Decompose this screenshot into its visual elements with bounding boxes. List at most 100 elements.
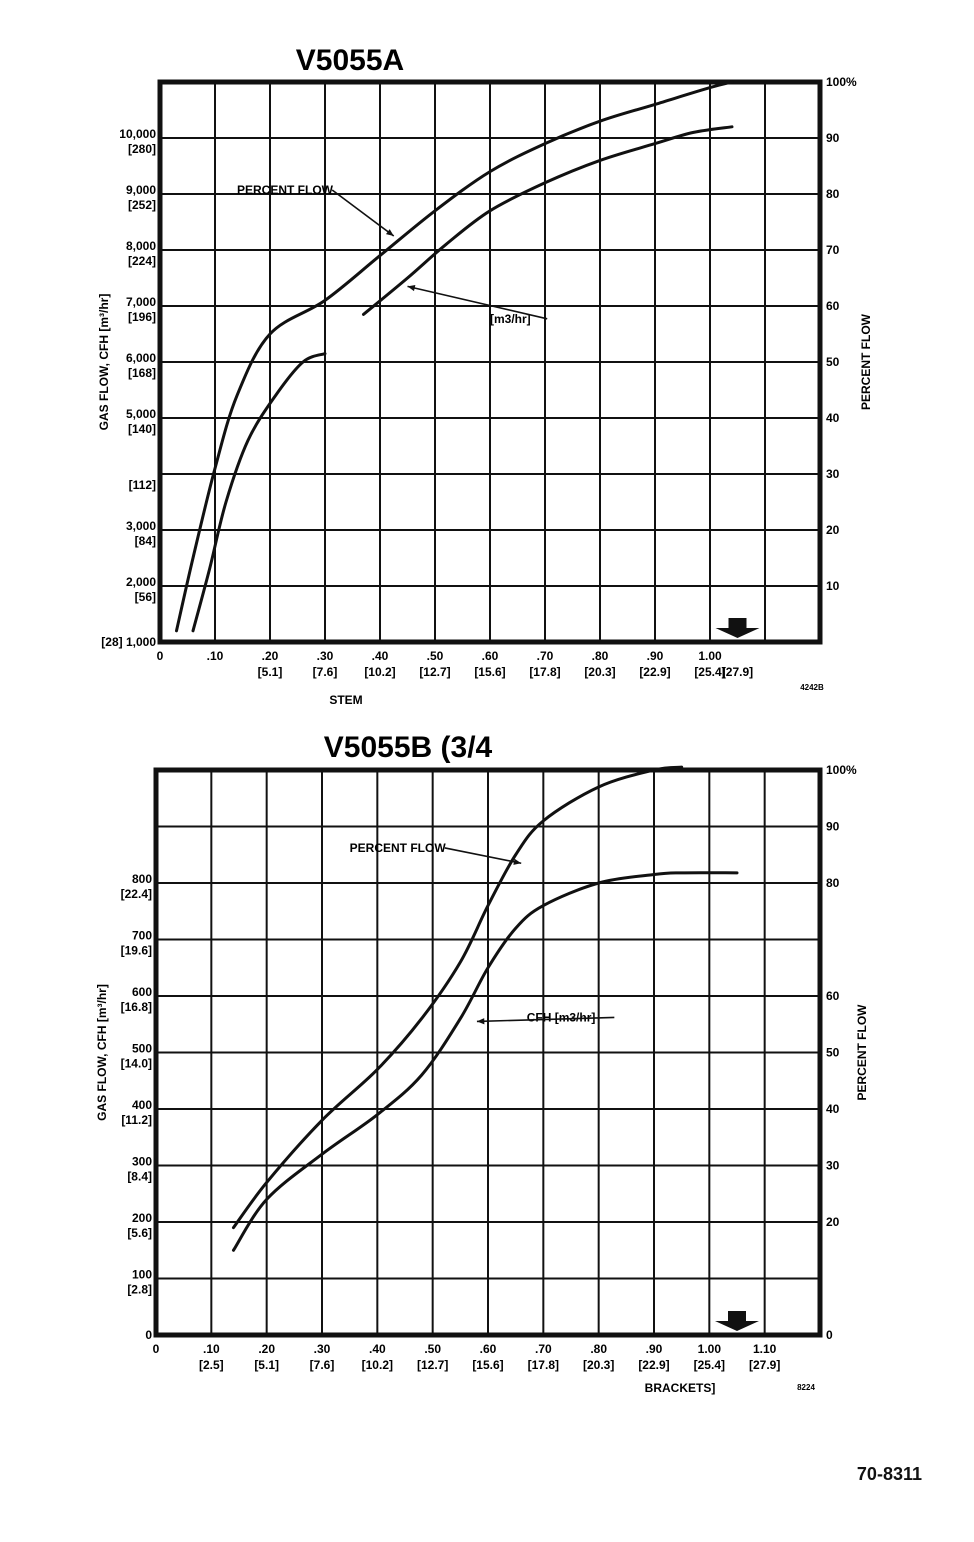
x-tick-label: .70 [537, 649, 554, 663]
x-tick-label: .40 [372, 649, 389, 663]
x-tick-label: 1.10 [753, 1342, 777, 1356]
y2-tick-label: 80 [826, 876, 840, 890]
annotation-label: PERCENT FLOW [237, 183, 334, 197]
x-tick-label: .70 [535, 1342, 552, 1356]
y-tick-label-metric: [252] [128, 198, 156, 212]
y2-tick-label: 20 [826, 1215, 840, 1229]
x-tick-label: .90 [646, 1342, 663, 1356]
y-axis-title: GAS FLOW, CFH [m³/hr] [95, 984, 109, 1121]
annotation-leader [476, 1016, 615, 1023]
annotation-leader [444, 847, 522, 865]
y-tick-label: 7,000 [126, 295, 156, 309]
y-tick-label-metric: [14.0] [121, 1057, 152, 1071]
x-tick-label: 0 [153, 1342, 160, 1356]
y2-tick-label: 100% [826, 75, 857, 89]
plot-frame [157, 79, 823, 645]
y-tick-label: 6,000 [126, 351, 156, 365]
x-tick-label: .30 [314, 1342, 331, 1356]
x-tick-label: .60 [482, 649, 499, 663]
y-tick-label-metric: [22.4] [121, 887, 152, 901]
x-tick-label: .20 [262, 649, 279, 663]
y-tick-label-metric: [11.2] [121, 1113, 152, 1127]
y-tick-label-metric: [112] [129, 478, 156, 492]
y2-tick-label: 60 [826, 299, 840, 313]
x-tick-label-metric: [27.9] [722, 665, 753, 679]
y2-tick-label: 30 [826, 1159, 840, 1173]
figure-id: 4242B [800, 683, 824, 692]
y2-tick-label: 90 [826, 131, 840, 145]
y-tick-label: 0 [145, 1328, 152, 1342]
travel-marker-arrow [715, 618, 760, 638]
y2-tick-label: 30 [826, 467, 840, 481]
x-tick-label: 1.00 [698, 1342, 722, 1356]
x-axis-title: STEM [329, 693, 362, 707]
plot-frame [153, 767, 823, 1338]
y-tick-label-metric: [84] [135, 534, 156, 548]
y-tick-label-metric: [168] [128, 366, 156, 380]
y-tick-label-metric: [8.4] [127, 1170, 152, 1184]
series-line-2 [231, 871, 739, 1252]
x-tick-label: .30 [317, 649, 334, 663]
series-line-3 [362, 125, 734, 316]
y-tick-label-metric: [140] [128, 422, 156, 436]
x-tick-label-metric: [25.4] [694, 1358, 725, 1372]
y2-tick-label: 90 [826, 820, 840, 834]
annotation-arrowhead [476, 1018, 485, 1025]
x-tick-label: .10 [207, 649, 224, 663]
annotation-leader [407, 285, 548, 320]
x-tick-label-metric: [15.6] [474, 665, 505, 679]
y2-tick-label: 60 [826, 989, 840, 1003]
y2-tick-label: 70 [826, 243, 840, 257]
x-tick-label-metric: [22.9] [638, 1358, 669, 1372]
y-tick-label: 10,000 [119, 127, 156, 141]
y-tick-label-metric: [224] [128, 254, 156, 268]
x-tick-label-metric: [7.6] [310, 1358, 335, 1372]
annotation-label: PERCENT FLOW [350, 841, 447, 855]
series-line-1 [175, 80, 734, 633]
y-tick-label-metric: [196] [128, 310, 156, 324]
y2-axis-title: PERCENT FLOW [859, 313, 873, 410]
x-tick-label: .80 [592, 649, 609, 663]
series-line-1 [231, 765, 684, 1230]
y-tick-label: 8,000 [126, 239, 156, 253]
x-tick-label-metric: [10.2] [364, 665, 395, 679]
x-tick-label: .90 [647, 649, 664, 663]
x-tick-label-metric: [2.5] [199, 1358, 224, 1372]
x-tick-label: .10 [203, 1342, 220, 1356]
y-tick-label: 3,000 [126, 519, 156, 533]
y2-tick-label: 80 [826, 187, 840, 201]
y2-tick-label: 10 [826, 579, 840, 593]
x-tick-label-metric: [17.8] [528, 1358, 559, 1372]
x-axis-title: BRACKETS] [645, 1381, 716, 1395]
y2-tick-label: 40 [826, 1102, 840, 1116]
x-tick-label: 0 [157, 649, 164, 663]
y-tick-label: 100 [132, 1268, 152, 1282]
y-axis-title: GAS FLOW, CFH [m³/hr] [97, 294, 111, 431]
y2-axis-title: PERCENT FLOW [855, 1004, 869, 1101]
y2-tick-label: 0 [826, 1328, 833, 1342]
x-tick-label-metric: [5.1] [254, 1358, 279, 1372]
document-number: 70-8311 [856, 1464, 922, 1484]
x-tick-label-metric: [20.3] [583, 1358, 614, 1372]
y-tick-label: 300 [132, 1155, 152, 1169]
y-tick-label: 9,000 [126, 183, 156, 197]
x-tick-label-metric: [20.3] [584, 665, 615, 679]
y-tick-label-metric: [280] [128, 142, 156, 156]
y2-tick-label: 50 [826, 355, 840, 369]
x-tick-label: .40 [369, 1342, 386, 1356]
annotation-arrowhead [513, 858, 522, 865]
y2-tick-label: 20 [826, 523, 840, 537]
x-tick-label-metric: [12.7] [417, 1358, 448, 1372]
y-tick-label: 2,000 [126, 575, 156, 589]
x-tick-label: .60 [480, 1342, 497, 1356]
x-tick-label-metric: [15.6] [472, 1358, 503, 1372]
chart-1: V5055A 10,000[280] 9,000[252] 8,000[224] 7,0… [97, 44, 873, 707]
y2-tick-label: 100% [826, 763, 857, 777]
series-line-2 [191, 352, 327, 633]
y-tick-label: 800 [132, 872, 152, 886]
x-tick-label-metric: [22.9] [639, 665, 670, 679]
x-tick-label-metric: [27.9] [749, 1358, 780, 1372]
y-tick-label: 600 [132, 985, 152, 999]
x-tick-label: .20 [258, 1342, 275, 1356]
